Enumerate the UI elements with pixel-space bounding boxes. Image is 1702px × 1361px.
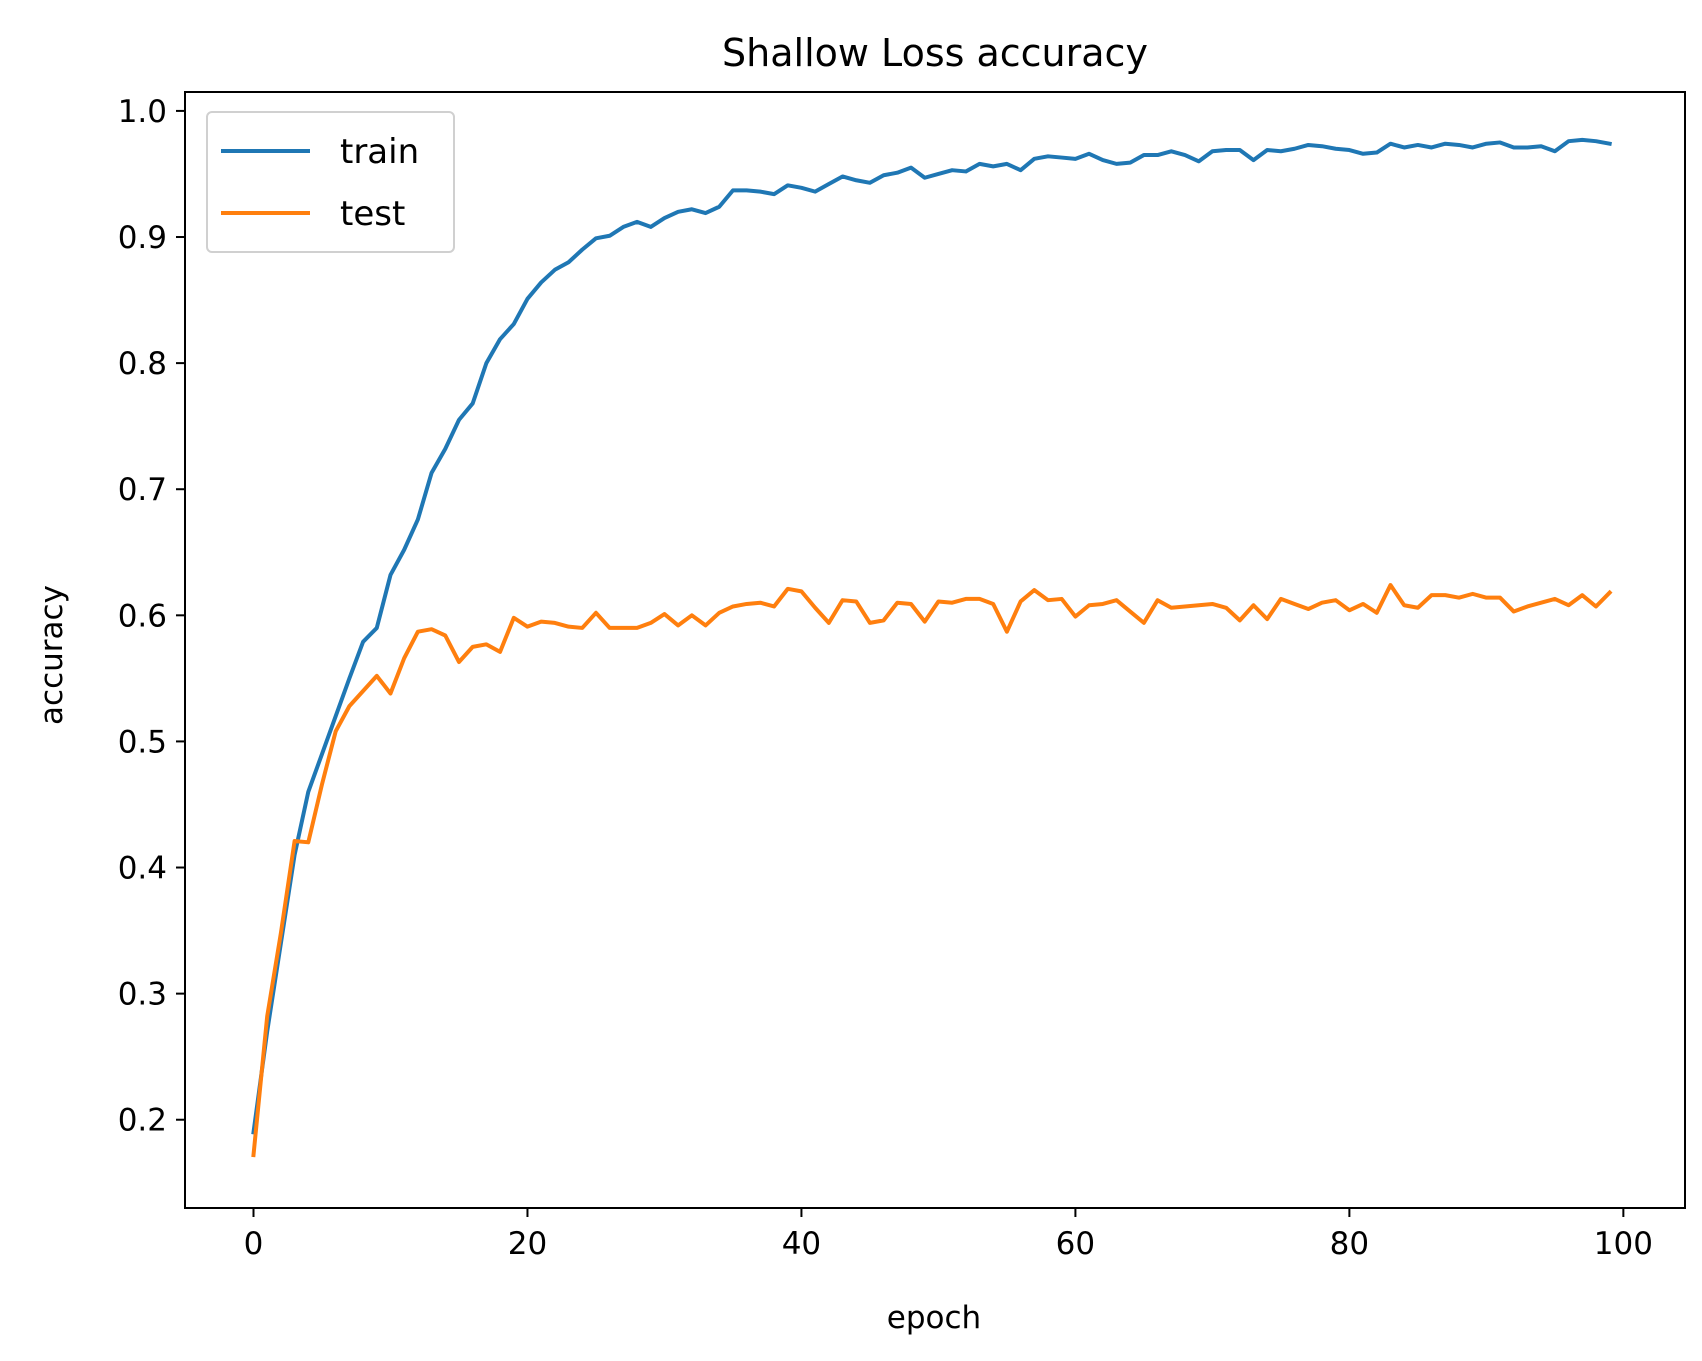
- series-line-test: [251, 583, 1613, 1158]
- y-axis-title: accuracy: [34, 585, 70, 725]
- x-tick-label: 80: [1330, 1226, 1369, 1262]
- x-tick-label: 20: [508, 1226, 547, 1262]
- y-tick-label: 0.5: [118, 724, 167, 760]
- y-tick-label: 1.0: [118, 94, 167, 130]
- y-tick-label: 0.3: [118, 977, 167, 1013]
- legend: train test: [206, 111, 455, 253]
- y-tick-label: 0.7: [118, 472, 167, 508]
- legend-test-label: test: [340, 194, 405, 234]
- plot-area: [184, 91, 1686, 1209]
- x-tick-label: 0: [244, 1226, 264, 1262]
- legend-box: [206, 111, 455, 253]
- x-axis-ticks: 0 20 40 60 80 100: [244, 1208, 1653, 1262]
- y-tick-label: 0.2: [118, 1103, 167, 1139]
- x-axis-title: epoch: [887, 1300, 981, 1336]
- x-tick-label: 40: [782, 1226, 821, 1262]
- y-axis-ticks: 0.2 0.3 0.4 0.5 0.6 0.7 0.8 0.9 1.0: [118, 94, 185, 1139]
- x-tick-label: 100: [1594, 1226, 1653, 1262]
- series-line-train: [251, 137, 1612, 1135]
- x-tick-label: 60: [1056, 1226, 1095, 1262]
- y-tick-label: 0.9: [118, 220, 167, 256]
- y-tick-label: 0.4: [118, 851, 167, 887]
- y-tick-label: 0.8: [118, 346, 167, 382]
- legend-train-label: train: [340, 132, 419, 172]
- y-tick-label: 0.6: [118, 598, 167, 634]
- chart-title: Shallow Loss accuracy: [722, 31, 1148, 75]
- plot-frame: [184, 91, 1686, 1209]
